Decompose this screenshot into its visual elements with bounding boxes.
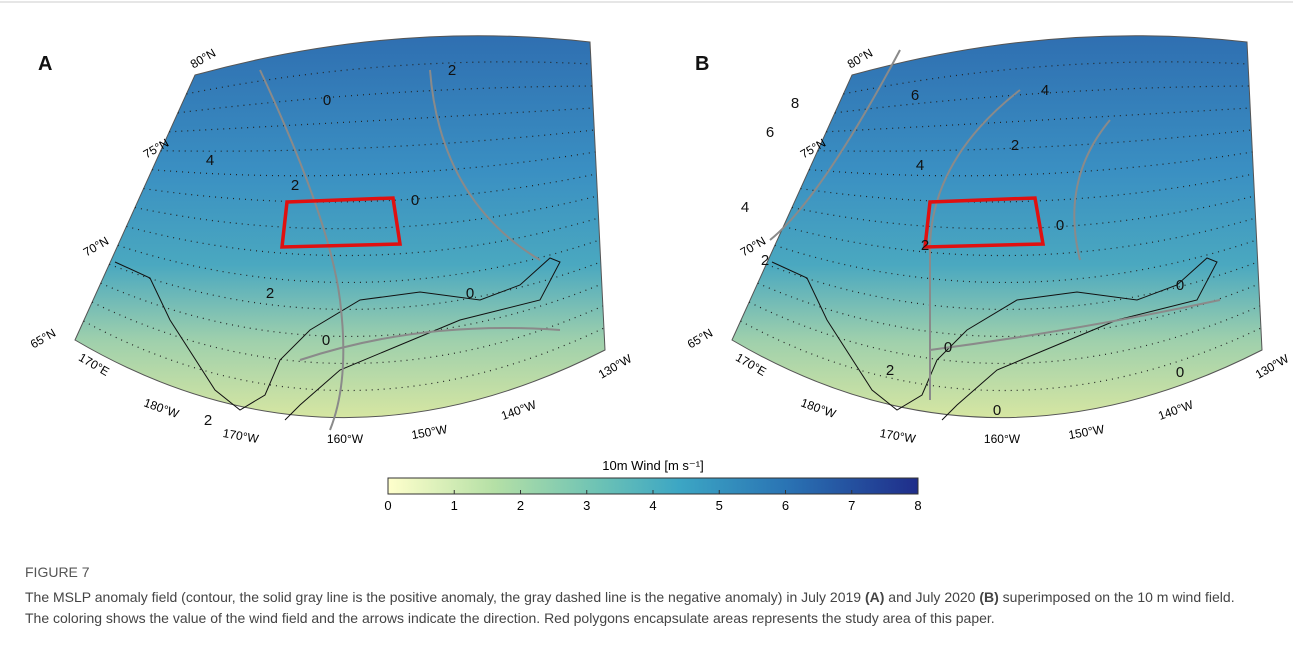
latitude-label: 70°N <box>81 234 111 260</box>
contour-label: 0 <box>322 332 330 349</box>
study-area <box>923 196 1046 249</box>
contour-label: 2 <box>291 177 299 194</box>
wind-arrows <box>91 301 604 365</box>
contour-label: 0 <box>466 285 474 302</box>
caption: FIGURE 7 The MSLP anomaly field (contour… <box>25 562 1255 629</box>
latitude-label: 80°N <box>188 46 218 72</box>
contour-label: 2 <box>921 237 929 254</box>
study-area <box>280 196 403 249</box>
map-sector <box>731 35 1263 419</box>
wind-arrows <box>160 129 595 152</box>
contour-label: 2 <box>204 412 212 429</box>
longitude-label: 160°W <box>327 432 364 446</box>
latitude-label: 80°N <box>845 46 875 72</box>
contour-label: 2 <box>448 62 456 79</box>
colorbar-tick-label: 7 <box>848 498 855 513</box>
contour-label: 2 <box>761 252 769 269</box>
colorbar-tick-label: 1 <box>451 498 458 513</box>
caption-text: The MSLP anomaly field (contour, the sol… <box>25 589 865 605</box>
longitude-label: 150°W <box>1067 422 1106 442</box>
panel-label: B <box>695 53 709 75</box>
colorbar-tick-label: 5 <box>716 498 723 513</box>
wind-arrows <box>152 151 596 177</box>
caption-text: and July 2020 <box>884 589 980 605</box>
contour-label: 2 <box>1011 137 1019 154</box>
map-sector <box>74 35 606 419</box>
contour-label: 2 <box>266 285 274 302</box>
longitude-label: 150°W <box>410 422 449 442</box>
wind-arrows <box>817 129 1252 152</box>
longitude-label: 170°W <box>879 426 918 446</box>
contour-label: 6 <box>911 87 919 104</box>
longitude-label: 130°W <box>596 351 635 382</box>
contour-label: 0 <box>993 402 1001 419</box>
caption-body: The MSLP anomaly field (contour, the sol… <box>25 587 1255 629</box>
contour-label: 0 <box>944 339 952 356</box>
longitude-label: 140°W <box>499 397 538 423</box>
colorbar-tick-label: 8 <box>914 498 921 513</box>
longitude-label: 160°W <box>984 432 1021 446</box>
contour-label: 4 <box>206 152 214 169</box>
coastline <box>114 257 561 421</box>
latitude-label: 65°N <box>28 326 58 352</box>
contour-label: 8 <box>791 95 799 112</box>
longitude-label: 180°W <box>799 395 838 421</box>
caption-heading: FIGURE 7 <box>25 564 90 580</box>
caption-text: superimposed on the 10 m wind field. The… <box>25 589 1235 626</box>
contour-label: 0 <box>323 92 331 109</box>
colorbar-title: 10m Wind [m s⁻¹] <box>602 458 704 473</box>
contour-label: 4 <box>1041 82 1049 99</box>
wind-arrows <box>757 282 1260 338</box>
contour-label: 4 <box>741 199 749 216</box>
contour-label: 0 <box>1176 364 1184 381</box>
colorbar-tick-label: 3 <box>583 498 590 513</box>
panel-label: A <box>38 53 52 75</box>
gray-contour <box>259 69 561 431</box>
contour-label: 4 <box>916 157 924 174</box>
wind-arrows <box>809 151 1253 177</box>
colorbar-tick-label: 4 <box>649 498 656 513</box>
caption-bold: (A) <box>864 589 885 605</box>
coastline <box>771 257 1218 421</box>
contour-label: 6 <box>766 124 774 141</box>
wind-arrows <box>748 301 1261 365</box>
colorbar-tick-label: 2 <box>517 498 524 513</box>
contour-label: 0 <box>1176 277 1184 294</box>
latitude-label: 65°N <box>685 326 715 352</box>
gray-contour <box>769 49 1221 400</box>
colorbar-tick-label: 0 <box>384 498 391 513</box>
longitude-label: 170°W <box>222 426 261 446</box>
longitude-label: 140°W <box>1156 397 1195 423</box>
contour-label: 0 <box>411 192 419 209</box>
wind-arrows <box>100 282 603 338</box>
longitude-label: 130°W <box>1253 351 1292 382</box>
colorbar-tick-label: 6 <box>782 498 789 513</box>
contour-label: 2 <box>886 362 894 379</box>
contour-label: 0 <box>1056 217 1064 234</box>
caption-bold: (B) <box>979 589 999 605</box>
longitude-label: 180°W <box>142 395 181 421</box>
